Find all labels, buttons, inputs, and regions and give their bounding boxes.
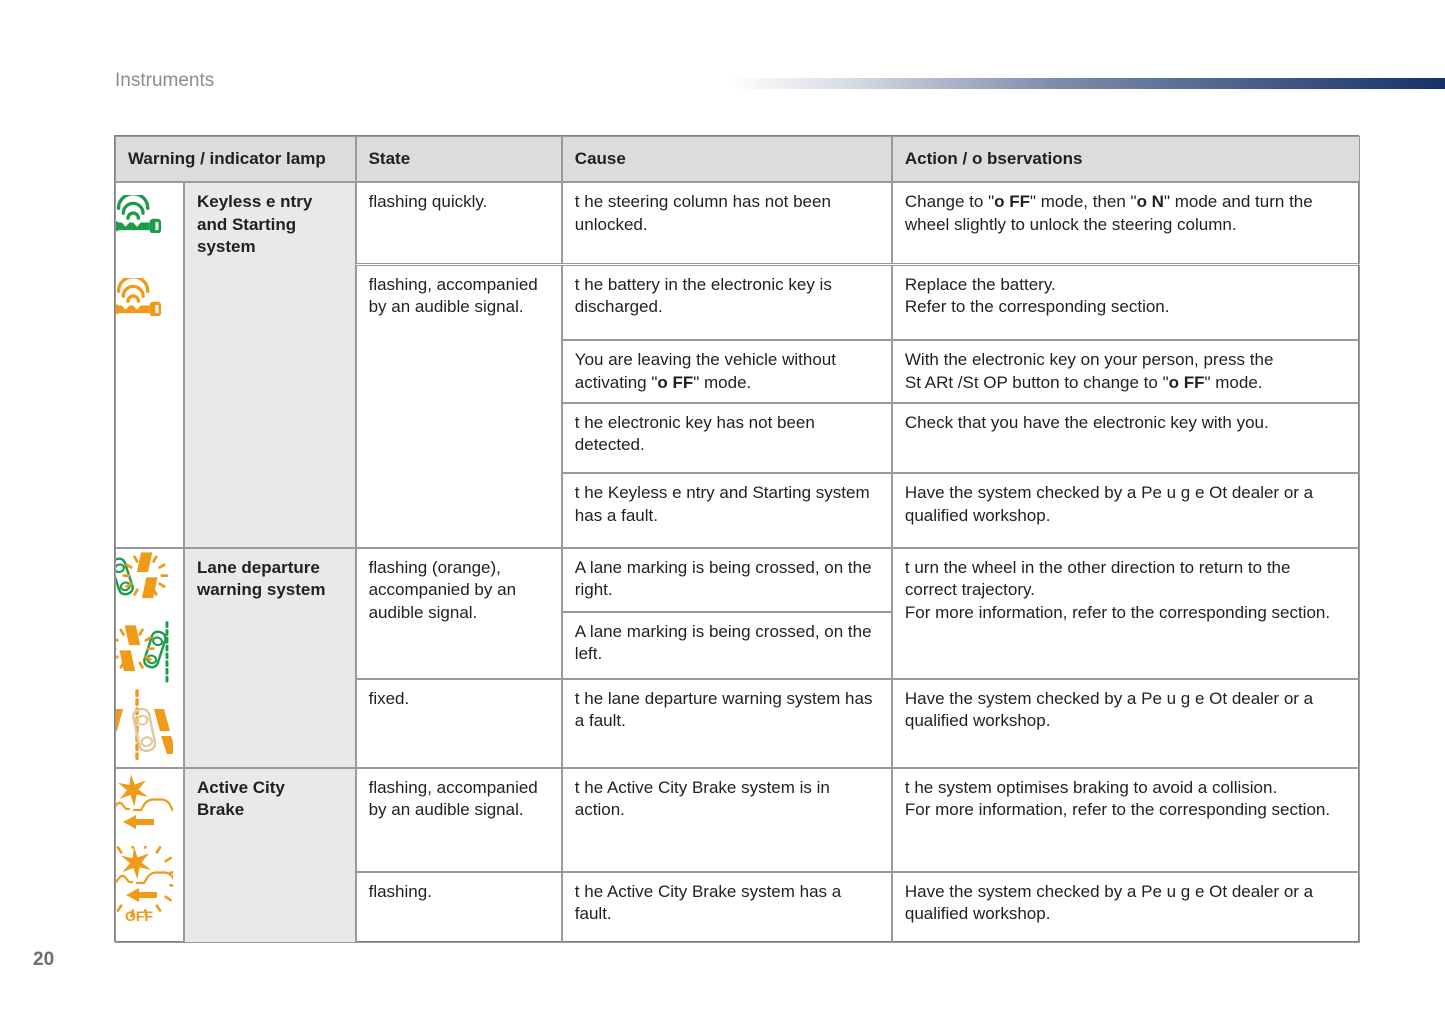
svg-text:OFF: OFF [125,908,153,924]
